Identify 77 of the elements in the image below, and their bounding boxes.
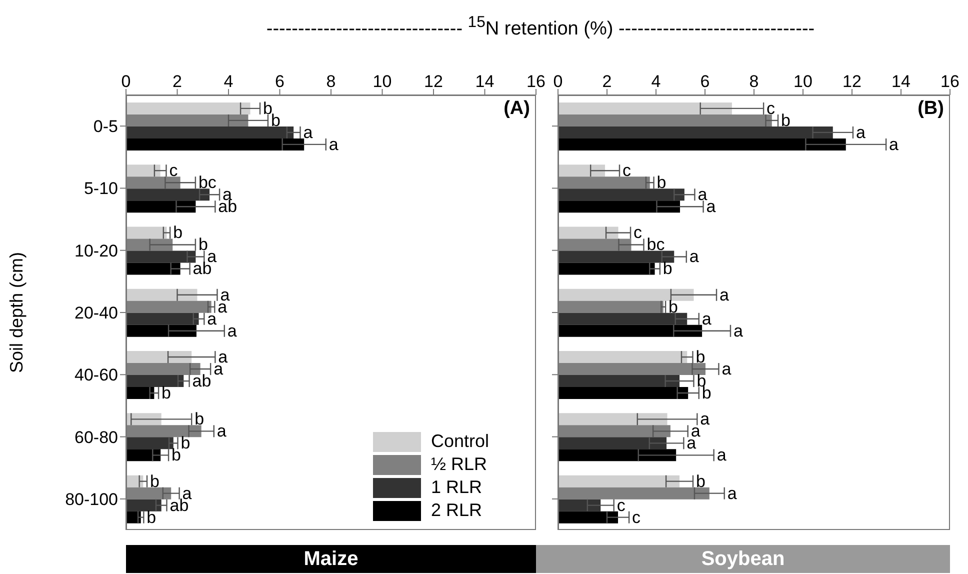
data-label: b <box>696 348 706 367</box>
x-tick-label: 14 <box>892 72 910 91</box>
y-tick-label: 0-5 <box>93 117 118 136</box>
x-tick-label: 12 <box>424 72 443 91</box>
data-label: a <box>207 309 218 328</box>
x-tick-label: 16 <box>940 72 960 91</box>
data-label: a <box>720 285 730 304</box>
y-tick-label: 60-80 <box>74 428 118 447</box>
data-label: b <box>263 98 272 118</box>
legend-label: Control <box>431 431 490 452</box>
data-label: c <box>634 223 643 242</box>
data-label: a <box>328 134 339 154</box>
data-label: a <box>698 185 708 204</box>
data-label: b <box>270 110 280 130</box>
x-tick-label: 10 <box>372 72 392 91</box>
x-tick-label: 6 <box>275 72 284 91</box>
data-label: b <box>172 446 182 465</box>
x-tick-label: 8 <box>749 72 759 91</box>
text: Soybean <box>536 545 950 573</box>
legend-label: 2 RLR <box>431 500 482 521</box>
data-label: a <box>303 122 314 142</box>
data-label: b <box>173 223 183 242</box>
y-tick-label: 40-60 <box>74 366 118 385</box>
x-tick-label: 2 <box>172 72 182 91</box>
data-label: b <box>668 297 678 316</box>
data-label: c <box>616 496 626 515</box>
x-tick-label: 12 <box>842 72 862 91</box>
data-label: b <box>162 384 172 403</box>
chart-title: (A) <box>502 98 530 120</box>
data-label: c <box>766 98 776 118</box>
x-tick-label: 2 <box>602 72 612 91</box>
data-label: c <box>169 161 178 180</box>
data-label: b <box>662 259 672 278</box>
text: Maize <box>126 545 536 573</box>
x-tick-label: 0 <box>121 72 131 91</box>
data-label: b <box>696 472 706 491</box>
chart-title: (B) <box>916 98 944 120</box>
data-label: a <box>216 422 227 441</box>
data-label: a <box>706 197 716 216</box>
data-label: b <box>180 434 190 453</box>
data-label: b <box>781 110 790 130</box>
x-axis-title: ------------------------------- $^{15}$N retention (%) ------------------------------- <box>265 14 816 40</box>
x-tick-label: 4 <box>651 72 661 91</box>
data-label: a <box>716 446 727 465</box>
x-tick-label: 8 <box>326 72 336 91</box>
data-label: c <box>622 161 632 180</box>
data-label: a <box>700 410 710 429</box>
data-label: b <box>194 410 204 429</box>
legend-label: 1 RLR <box>431 477 482 498</box>
x-tick-label: 6 <box>700 72 710 91</box>
data-label: bc <box>646 235 666 254</box>
data-label: a <box>889 134 900 154</box>
data-label: a <box>702 309 712 328</box>
data-label: a <box>722 360 732 379</box>
y-tick-label: 20-40 <box>74 304 118 323</box>
data-label: a <box>856 122 866 142</box>
data-label: ab <box>192 372 212 391</box>
y-axis-title: Soil depth (cm) <box>6 252 26 374</box>
data-label: b <box>198 235 208 254</box>
y-tick-label: 5-10 <box>84 179 118 198</box>
data-label: a <box>733 321 744 340</box>
y-tick-label: 10-20 <box>74 241 118 260</box>
data-label: b <box>146 508 156 527</box>
data-label: a <box>227 321 238 340</box>
data-label: bc <box>198 173 217 192</box>
x-tick-label: 4 <box>224 72 234 91</box>
data-label: a <box>727 484 738 503</box>
data-label: a <box>689 247 700 266</box>
x-tick-label: 16 <box>526 72 546 91</box>
data-label: c <box>632 508 642 527</box>
data-label: b <box>150 472 160 491</box>
y-tick-label: 80-100 <box>65 490 118 509</box>
data-label: b <box>656 173 666 192</box>
x-tick-label: 14 <box>475 72 494 91</box>
x-tick-label: 10 <box>794 72 812 91</box>
x-tick-label: 0 <box>553 72 563 91</box>
legend-label: ½ RLR <box>431 454 488 475</box>
